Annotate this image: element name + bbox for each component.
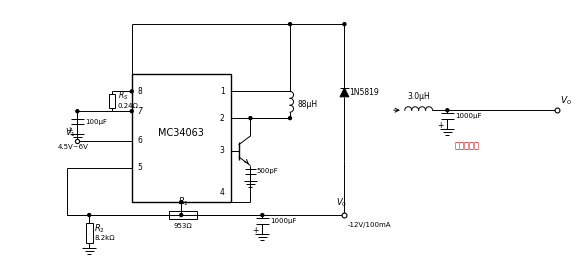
- Text: +: +: [252, 226, 258, 235]
- Text: $R_2$: $R_2$: [94, 223, 105, 235]
- Circle shape: [446, 109, 449, 112]
- Text: +: +: [66, 126, 73, 135]
- Text: 500pF: 500pF: [257, 168, 278, 174]
- Circle shape: [249, 117, 252, 120]
- Circle shape: [88, 214, 91, 216]
- Text: 1: 1: [220, 87, 225, 96]
- Text: 100μF: 100μF: [85, 119, 107, 125]
- Text: 1000μF: 1000μF: [270, 218, 297, 224]
- Bar: [86, 223, 93, 243]
- Circle shape: [288, 23, 291, 26]
- Circle shape: [288, 117, 291, 120]
- Circle shape: [180, 201, 183, 204]
- Text: 6: 6: [138, 136, 142, 145]
- Text: MC34063: MC34063: [158, 128, 204, 138]
- Text: -12V/100mA: -12V/100mA: [347, 222, 391, 228]
- Text: +: +: [437, 121, 444, 130]
- Text: 5: 5: [138, 163, 142, 172]
- Circle shape: [343, 23, 346, 26]
- Text: 953Ω: 953Ω: [174, 223, 193, 229]
- Text: 2: 2: [220, 114, 225, 123]
- Polygon shape: [340, 88, 349, 97]
- Text: 4: 4: [220, 188, 225, 197]
- Text: 8.2kΩ: 8.2kΩ: [94, 235, 115, 241]
- Bar: [132, 74, 231, 202]
- Text: 4.5V~6V: 4.5V~6V: [57, 144, 88, 150]
- Text: 88μH: 88μH: [298, 100, 318, 109]
- Text: $V_0$: $V_0$: [336, 197, 347, 209]
- Text: 1000μF: 1000μF: [455, 113, 482, 119]
- Circle shape: [343, 214, 346, 216]
- Text: 3.0μH: 3.0μH: [407, 92, 430, 101]
- Circle shape: [130, 110, 133, 113]
- Text: 1N5819: 1N5819: [349, 88, 379, 97]
- Text: $V_0$: $V_0$: [560, 95, 572, 107]
- Bar: [169, 211, 197, 219]
- Text: $R_S$: $R_S$: [118, 89, 128, 102]
- Circle shape: [180, 214, 183, 216]
- Text: 0.24Ω: 0.24Ω: [118, 103, 139, 109]
- Bar: [108, 94, 115, 108]
- Text: 3: 3: [220, 146, 225, 155]
- Circle shape: [76, 110, 79, 113]
- Circle shape: [130, 90, 133, 93]
- Circle shape: [261, 214, 264, 216]
- Text: 任波滤波器: 任波滤波器: [455, 141, 479, 150]
- Text: $R_1$: $R_1$: [178, 196, 189, 208]
- Text: 7: 7: [138, 107, 142, 116]
- Text: $V_1$: $V_1$: [64, 126, 76, 139]
- Text: 8: 8: [138, 87, 142, 96]
